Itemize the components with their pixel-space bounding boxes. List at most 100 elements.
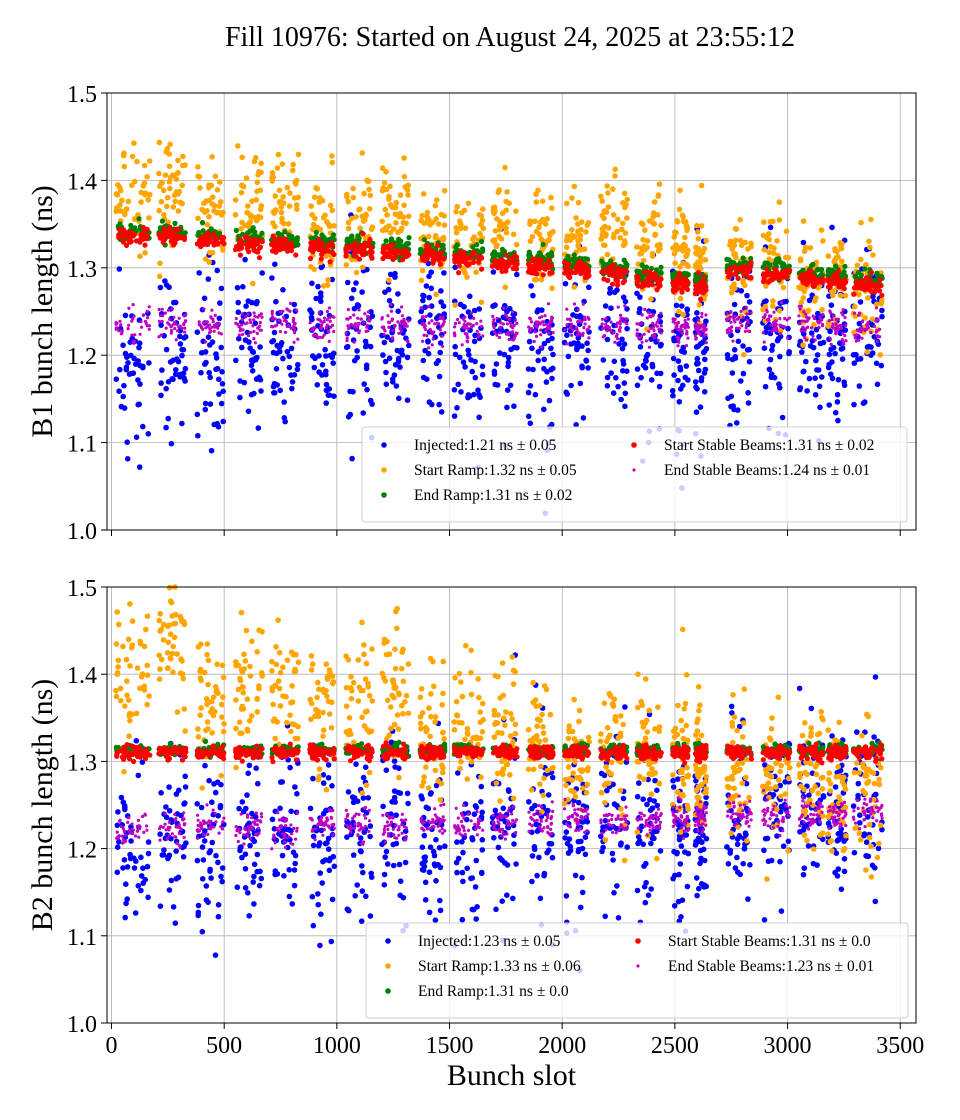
end-stable-beams-point bbox=[210, 308, 214, 312]
start-ramp-point bbox=[157, 260, 163, 267]
start-ramp-point bbox=[697, 259, 704, 265]
end-stable-beams-point bbox=[744, 305, 748, 309]
injected-point bbox=[183, 840, 189, 846]
end-ramp-point bbox=[775, 259, 781, 265]
end-stable-beams-point bbox=[252, 329, 256, 334]
end-stable-beams-point bbox=[462, 323, 466, 327]
start-ramp-point bbox=[492, 237, 498, 243]
start-stable-beams-point bbox=[732, 271, 738, 277]
end-stable-beams-point bbox=[252, 311, 256, 315]
end-stable-beams-point bbox=[600, 317, 605, 321]
start-stable-beams-point bbox=[321, 247, 327, 253]
start-stable-beams-point bbox=[797, 275, 803, 281]
injected-point bbox=[205, 276, 212, 282]
start-stable-beams-point bbox=[764, 270, 770, 277]
start-ramp-point bbox=[313, 185, 319, 191]
start-ramp-point bbox=[538, 236, 544, 242]
end-stable-beams-point bbox=[651, 314, 655, 318]
end-stable-beams-point bbox=[328, 319, 332, 323]
injected-point bbox=[163, 346, 170, 353]
start-ramp-point bbox=[452, 302, 458, 309]
injected-point bbox=[124, 864, 131, 870]
injected-point bbox=[673, 302, 680, 309]
injected-point bbox=[165, 855, 171, 862]
injected-point bbox=[348, 295, 355, 302]
end-stable-beams-point bbox=[843, 334, 847, 338]
start-ramp-point bbox=[549, 205, 555, 211]
end-stable-beams-point bbox=[460, 343, 464, 347]
injected-point bbox=[353, 280, 359, 286]
injected-point bbox=[166, 887, 173, 893]
start-ramp-point bbox=[537, 219, 544, 226]
injected-point bbox=[182, 773, 188, 780]
end-stable-beams-point bbox=[509, 321, 513, 325]
end-ramp-point bbox=[808, 263, 815, 269]
injected-point bbox=[255, 425, 262, 431]
end-stable-beams-point bbox=[741, 315, 745, 320]
injected-point bbox=[271, 329, 278, 336]
end-stable-beams-point bbox=[779, 301, 784, 305]
start-ramp-point bbox=[144, 174, 150, 180]
start-stable-beams-point bbox=[693, 282, 699, 288]
injected-point bbox=[427, 312, 433, 318]
end-stable-beams-point bbox=[548, 326, 552, 331]
end-ramp-point bbox=[762, 260, 768, 266]
injected-point bbox=[873, 360, 880, 367]
injected-point bbox=[479, 363, 486, 370]
injected-point bbox=[257, 344, 263, 350]
end-stable-beams-point bbox=[345, 339, 349, 343]
end-stable-beams-point bbox=[615, 324, 619, 328]
start-ramp-point bbox=[655, 192, 662, 198]
injected-point bbox=[172, 920, 179, 926]
injected-point bbox=[117, 366, 123, 373]
injected-point bbox=[580, 415, 587, 421]
start-stable-beams-point bbox=[361, 252, 367, 258]
injected-point bbox=[207, 374, 213, 381]
injected-point bbox=[504, 404, 510, 411]
end-stable-beams-point bbox=[803, 329, 807, 333]
injected-point bbox=[391, 758, 398, 764]
injected-point bbox=[158, 392, 164, 399]
end-stable-beams-point bbox=[683, 326, 687, 330]
start-ramp-point bbox=[459, 210, 465, 216]
end-stable-beams-point bbox=[440, 344, 445, 348]
injected-point bbox=[381, 882, 388, 888]
injected-point bbox=[451, 413, 458, 419]
injected-point bbox=[432, 917, 439, 923]
injected-point bbox=[145, 894, 151, 901]
end-stable-beams-point bbox=[219, 332, 223, 336]
end-stable-beams-point bbox=[656, 338, 660, 342]
start-ramp-point bbox=[763, 283, 769, 289]
start-ramp-point bbox=[257, 187, 264, 194]
injected-point bbox=[429, 401, 435, 408]
injected-point bbox=[387, 271, 394, 278]
end-stable-beams-point bbox=[364, 329, 368, 333]
end-stable-beams-point bbox=[513, 318, 517, 322]
injected-point bbox=[637, 344, 644, 350]
end-stable-beams-point bbox=[319, 323, 324, 327]
injected-point bbox=[182, 365, 189, 372]
end-stable-beams-point bbox=[327, 306, 331, 310]
injected-point bbox=[319, 362, 326, 368]
end-stable-beams-point bbox=[382, 333, 386, 337]
start-ramp-point bbox=[462, 225, 469, 231]
start-ramp-point bbox=[278, 204, 285, 210]
injected-point bbox=[217, 804, 224, 811]
start-ramp-point bbox=[698, 182, 705, 189]
injected-point bbox=[243, 303, 249, 310]
injected-point bbox=[170, 904, 177, 910]
end-ramp-point bbox=[404, 240, 410, 246]
injected-point bbox=[280, 287, 286, 293]
injected-point bbox=[602, 303, 609, 309]
end-stable-beams-point bbox=[453, 325, 457, 329]
injected-point bbox=[208, 447, 215, 454]
injected-point bbox=[367, 833, 373, 840]
injected-point bbox=[568, 382, 574, 389]
start-ramp-point bbox=[776, 308, 783, 314]
start-ramp-point bbox=[770, 298, 776, 304]
injected-point bbox=[427, 844, 434, 850]
start-stable-beams-point bbox=[879, 292, 885, 298]
injected-point bbox=[288, 828, 294, 834]
start-ramp-point bbox=[278, 209, 285, 216]
start-ramp-point bbox=[393, 199, 400, 206]
